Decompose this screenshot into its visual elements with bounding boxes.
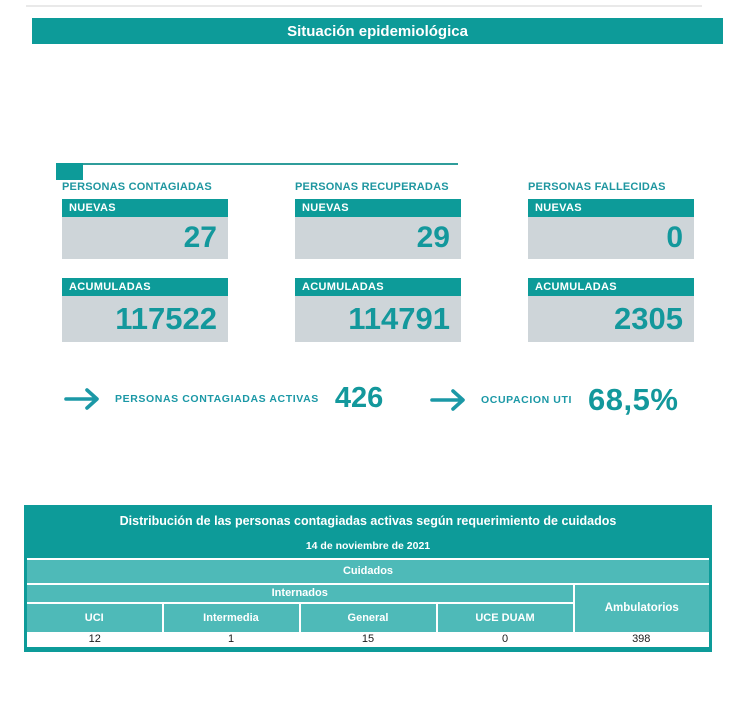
stat-column-title: PERSONAS RECUPERADAS: [295, 181, 449, 193]
care-distribution-table: Distribución de las personas contagiadas…: [24, 505, 712, 652]
stat-card-value: 114791: [295, 296, 461, 342]
section-accent-line: [56, 163, 458, 165]
column-header-intermedia: Intermedia: [162, 601, 301, 632]
stat-card-acumuladas: ACUMULADAS 2305: [528, 278, 694, 342]
column-header-general: General: [299, 601, 438, 632]
uti-occupancy-label: OCUPACION UTI: [481, 394, 573, 406]
table-row: 14 de noviembre de 2021: [25, 533, 711, 559]
table-row: 12 1 15 0 398: [25, 631, 711, 650]
column-header-uci: UCI: [25, 601, 164, 632]
active-cases-value: 426: [334, 382, 384, 414]
column-header-uce-duam: UCE DUAM: [436, 601, 575, 632]
stat-card-header: ACUMULADAS: [295, 278, 461, 296]
active-cases-row: PERSONAS CONTAGIADAS ACTIVAS 426: [64, 382, 394, 415]
stat-card-nuevas: NUEVAS 0: [528, 199, 694, 259]
value-uci: 12: [25, 631, 163, 650]
table-title: Distribución de las personas contagiadas…: [25, 506, 711, 534]
table-date: 14 de noviembre de 2021: [25, 533, 711, 559]
stat-card-header: NUEVAS: [295, 199, 461, 217]
stat-card-value: 0: [528, 217, 694, 259]
stat-card-header: ACUMULADAS: [62, 278, 228, 296]
stat-column-contagiadas: PERSONAS CONTAGIADAS NUEVAS 27 ACUMULADA…: [62, 181, 228, 342]
active-cases-label: PERSONAS CONTAGIADAS ACTIVAS: [115, 392, 319, 405]
stat-card-value: 27: [62, 217, 228, 259]
table-row: Internados Ambulatorios: [25, 582, 711, 632]
stat-column-title: PERSONAS FALLECIDAS: [528, 181, 666, 193]
right-arrow-icon: [64, 386, 102, 412]
uti-occupancy-row: OCUPACION UTI 68,5%: [430, 382, 730, 418]
stat-card-header: NUEVAS: [528, 199, 694, 217]
page-title-bar: Situación epidemiológica: [32, 18, 723, 44]
right-arrow-icon: [430, 387, 468, 413]
stat-card-acumuladas: ACUMULADAS 117522: [62, 278, 228, 342]
stat-card-value: 2305: [528, 296, 694, 342]
stat-card-header: NUEVAS: [62, 199, 228, 217]
table-row: UCI Intermedia General UCE DUAM: [25, 601, 711, 632]
stat-column-title: PERSONAS CONTAGIADAS: [62, 181, 212, 193]
value-ambulatorios: 398: [573, 631, 711, 650]
stat-card-header: ACUMULADAS: [528, 278, 694, 296]
table-row: Distribución de las personas contagiadas…: [25, 506, 711, 534]
table-row: Cuidados: [25, 557, 711, 584]
value-uce-duam: 0: [436, 631, 574, 650]
uti-occupancy-value: 68,5%: [588, 382, 679, 417]
column-header-ambulatorios: Ambulatorios: [573, 582, 711, 632]
stat-card-nuevas: NUEVAS 29: [295, 199, 461, 259]
stat-card-value: 29: [295, 217, 461, 259]
subgroup-header-internados: Internados: [25, 582, 575, 603]
stat-card-nuevas: NUEVAS 27: [62, 199, 228, 259]
stat-card-value: 117522: [62, 296, 228, 342]
page-title: Situación epidemiológica: [287, 22, 468, 40]
top-border-line: [26, 5, 702, 7]
section-accent-square: [56, 163, 83, 180]
group-header-cuidados: Cuidados: [25, 557, 711, 584]
stat-card-acumuladas: ACUMULADAS 114791: [295, 278, 461, 342]
value-general: 15: [299, 631, 437, 650]
stat-column-fallecidas: PERSONAS FALLECIDAS NUEVAS 0 ACUMULADAS …: [528, 181, 694, 342]
stat-column-recuperadas: PERSONAS RECUPERADAS NUEVAS 29 ACUMULADA…: [295, 181, 461, 342]
value-intermedia: 1: [162, 631, 300, 650]
